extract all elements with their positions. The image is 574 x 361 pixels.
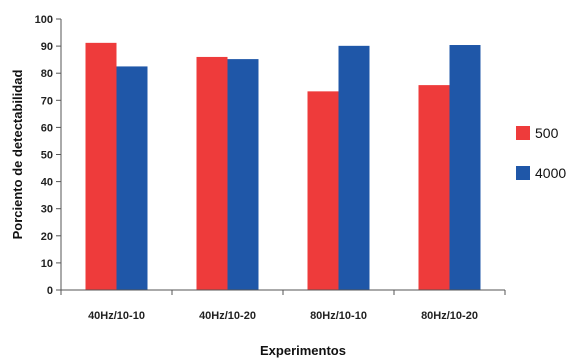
bar-4000-4 [449, 45, 481, 291]
legend: 500 4000 [516, 125, 566, 181]
bars [85, 42, 481, 291]
y-tick-label: 10 [41, 258, 53, 270]
legend-swatch [516, 126, 530, 140]
bar-500-2 [196, 56, 228, 290]
y-tick-label: 40 [41, 177, 53, 189]
y-tick-label: 30 [41, 204, 53, 216]
y-tick-label: 90 [41, 41, 53, 53]
bar-4000-1 [116, 66, 148, 290]
x-axis-title: Experimentos [260, 343, 346, 358]
bar-500-4 [418, 85, 450, 291]
x-tick-label: 80Hz/10-20 [421, 310, 478, 322]
y-tick-label: 20 [41, 231, 53, 243]
y-tick-label: 70 [41, 95, 53, 107]
x-axis-ticks: 40Hz/10-10 40Hz/10-20 80Hz/10-10 80Hz/10-20 [60, 290, 506, 322]
y-tick-label: 100 [35, 14, 53, 26]
y-axis-ticks: 0 10 20 30 40 50 60 70 80 90 100 [35, 14, 61, 297]
x-tick-label: 80Hz/10-10 [310, 310, 367, 322]
y-tick-label: 0 [47, 285, 53, 297]
bar-4000-2 [227, 59, 259, 290]
bar-500-1 [85, 42, 117, 291]
x-tick-label: 40Hz/10-10 [88, 310, 145, 322]
y-tick-label: 50 [41, 150, 53, 162]
legend-label: 4000 [535, 165, 566, 181]
bar-500-3 [307, 91, 339, 291]
y-axis-title: Porciento de detectabilidad [10, 70, 25, 240]
bar-4000-3 [338, 45, 370, 291]
x-tick-label: 40Hz/10-20 [199, 310, 256, 322]
legend-swatch [516, 166, 530, 180]
y-tick-label: 60 [41, 122, 53, 134]
legend-label: 500 [535, 125, 559, 141]
y-tick-label: 80 [41, 68, 53, 80]
